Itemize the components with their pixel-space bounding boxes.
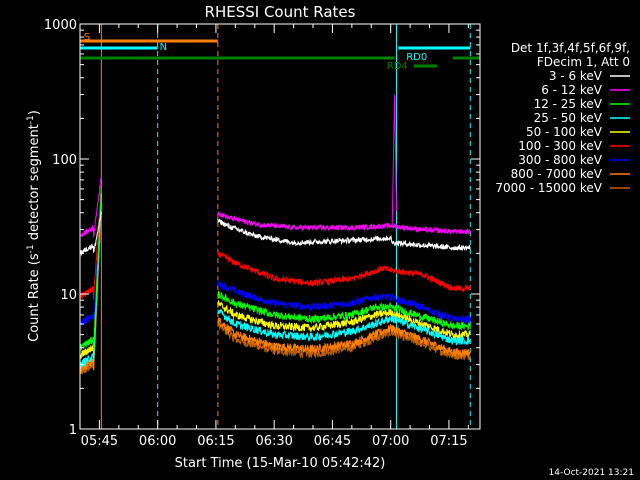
legend-label-1: 6 - 12 keV [541,83,603,97]
flag-label-s: S [84,32,90,43]
plot-frame [79,23,481,430]
legend-label-4: 50 - 100 keV [526,125,603,139]
x-tick-label-0630: 06:30 [255,434,292,449]
y-axis-label-sup2: -1 [26,115,36,124]
x-tick-label-0700: 07:00 [372,434,409,449]
flare-peak-spike [391,94,397,227]
legend-header-line1: Det 1f,3f,4f,5f,6f,9f, [511,41,630,55]
legend-header-line2: FDecim 1, Att 0 [537,55,630,69]
series-3to6keV-trace [80,211,471,257]
y-axis-label-mid: detector segment [27,124,42,244]
legend-label-8: 7000 - 15000 keV [495,181,602,195]
flag-label-rd0: RD0 [406,52,427,63]
legend: Det 1f,3f,4f,5f,6f,9f, FDecim 1, Att 0 3… [495,41,630,195]
x-tick-label-0715: 07:15 [430,434,467,449]
legend-label-3: 25 - 50 keV [534,111,603,125]
y-tick-label-1: 1 [69,423,77,438]
series-100to300keV-trace [80,185,471,300]
chart-title: RHESSI Count Rates [205,3,356,21]
y-tick-label-1000: 1000 [44,18,77,33]
legend-label-5: 100 - 300 keV [518,139,602,153]
flag-label-n: N [160,42,167,53]
legend-label-0: 3 - 6 keV [549,69,603,83]
y-tick-label-100: 100 [52,153,77,168]
series-6to12keV-trace [80,176,471,238]
axes: 1 10 100 1000 05:45 06:00 06:15 06:30 06:45 07:00… [44,18,480,449]
x-tick-label-0600: 06:00 [139,434,176,449]
x-tick-label-0615: 06:15 [197,434,234,449]
y-tick-label-10: 10 [60,288,77,303]
legend-label-2: 12 - 25 keV [534,97,603,111]
y-axis-label: Count Rate (s-1 detector segment-1) [26,110,42,342]
y-axis-label-prefix: Count Rate (s [27,253,42,342]
series-12to25keV-trace [80,186,471,351]
x-tick-label-0545: 05:45 [81,434,118,449]
series-25to50keV-trace [80,198,471,370]
y-axis-label-sup1: -1 [26,244,36,253]
x-tick-label-0645: 06:45 [314,434,351,449]
legend-label-7: 800 - 7000 keV [511,167,603,181]
y-axis-label-suffix: ) [27,110,42,115]
footer-timestamp: 14-Oct-2021 13:21 [549,468,634,478]
flag-label-rd4: RD4 [387,61,408,72]
x-axis-label: Start Time (15-Mar-10 05:42:42) [175,456,386,471]
legend-label-6: 300 - 800 keV [518,153,602,167]
